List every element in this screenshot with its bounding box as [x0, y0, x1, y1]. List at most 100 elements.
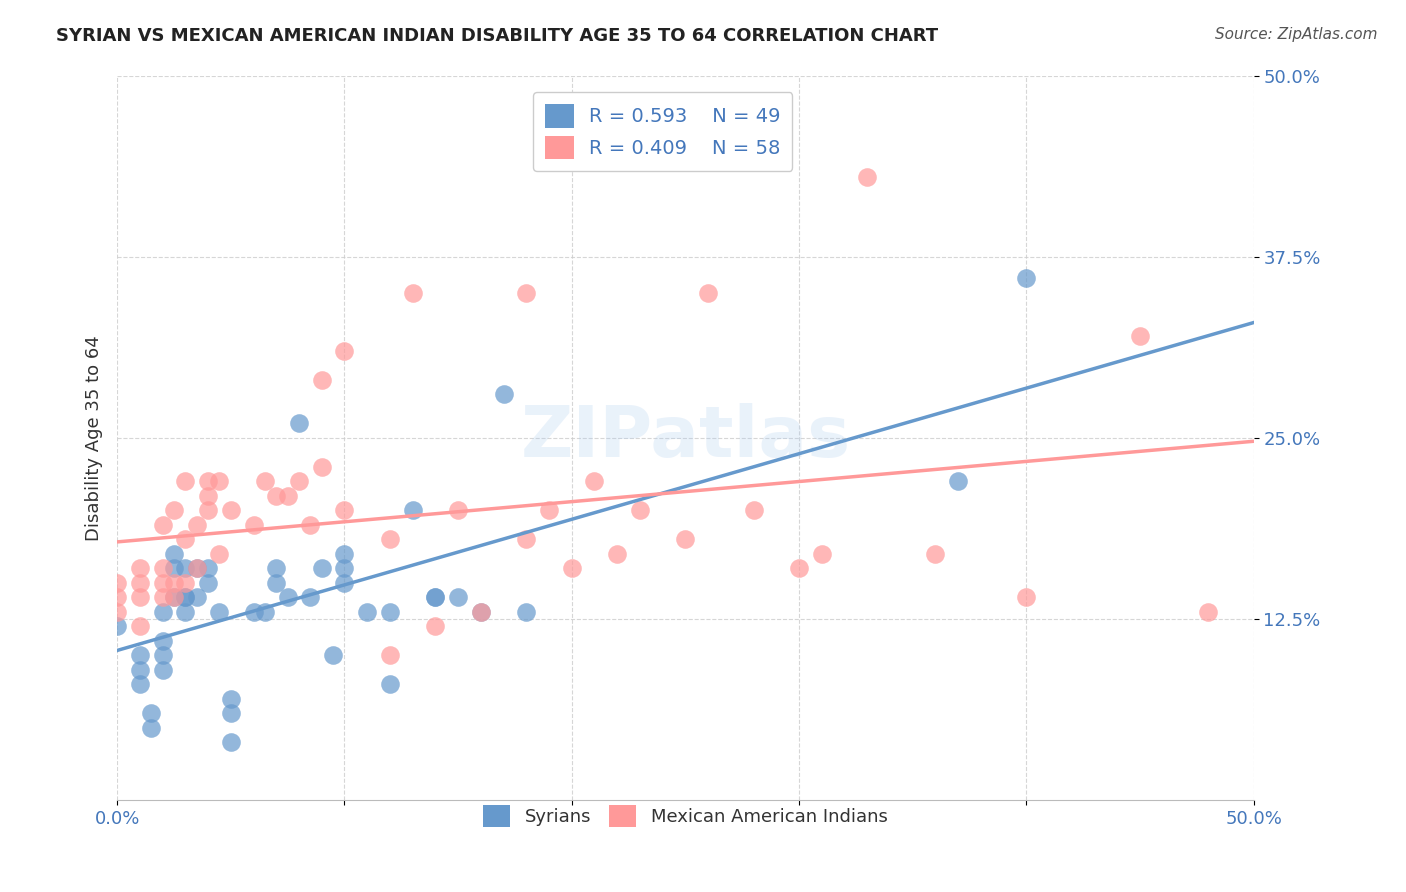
Point [129, 648, 152, 663]
Point [163, 503, 186, 517]
Point [163, 591, 186, 605]
Point [174, 591, 197, 605]
Point [208, 475, 231, 489]
Point [311, 459, 333, 474]
Point [1015, 591, 1038, 605]
Point [129, 677, 152, 691]
Point [447, 503, 470, 517]
Point [311, 561, 333, 575]
Point [924, 547, 946, 561]
Point [174, 591, 197, 605]
Point [253, 475, 276, 489]
Point [492, 387, 515, 401]
Point [219, 735, 242, 749]
Point [174, 561, 197, 575]
Point [219, 706, 242, 721]
Point [174, 605, 197, 619]
Point [242, 517, 264, 532]
Point [333, 561, 356, 575]
Point [333, 547, 356, 561]
Point [208, 605, 231, 619]
Point [242, 605, 264, 619]
Point [628, 503, 651, 517]
Point [163, 561, 186, 575]
Point [152, 575, 174, 590]
Point [152, 663, 174, 677]
Point [333, 575, 356, 590]
Point [197, 503, 219, 517]
Point [288, 417, 311, 431]
Point [673, 533, 696, 547]
Point [537, 503, 560, 517]
Point [583, 475, 606, 489]
Point [277, 591, 299, 605]
Point [141, 721, 163, 735]
Point [515, 533, 537, 547]
Point [152, 648, 174, 663]
Point [787, 561, 810, 575]
Point [197, 475, 219, 489]
Point [152, 517, 174, 532]
Point [1015, 271, 1038, 285]
Point [946, 475, 969, 489]
Point [129, 663, 152, 677]
Point [277, 489, 299, 503]
Point [447, 591, 470, 605]
Point [152, 633, 174, 648]
Point [174, 533, 197, 547]
Point [378, 648, 401, 663]
Point [186, 561, 208, 575]
Point [105, 591, 128, 605]
Point [266, 575, 288, 590]
Point [105, 575, 128, 590]
Point [163, 591, 186, 605]
Point [129, 575, 152, 590]
Point [810, 547, 832, 561]
Point [288, 475, 311, 489]
Point [186, 517, 208, 532]
Point [197, 575, 219, 590]
Point [697, 285, 720, 300]
Point [606, 547, 628, 561]
Point [311, 373, 333, 387]
Point [253, 605, 276, 619]
Point [561, 561, 583, 575]
Point [219, 503, 242, 517]
Point [152, 605, 174, 619]
Point [163, 575, 186, 590]
Point [174, 575, 197, 590]
Point [299, 517, 322, 532]
Point [152, 591, 174, 605]
Point [333, 343, 356, 358]
Point [197, 489, 219, 503]
Text: ZIPatlas: ZIPatlas [520, 403, 851, 473]
Point [322, 648, 344, 663]
Point [742, 503, 765, 517]
Point [219, 691, 242, 706]
Point [401, 503, 423, 517]
Point [197, 561, 219, 575]
Point [425, 591, 447, 605]
Point [152, 561, 174, 575]
Point [470, 605, 492, 619]
Point [105, 605, 128, 619]
Point [129, 561, 152, 575]
Point [425, 591, 447, 605]
Text: Source: ZipAtlas.com: Source: ZipAtlas.com [1215, 27, 1378, 42]
Point [186, 561, 208, 575]
Point [378, 677, 401, 691]
Point [105, 619, 128, 633]
Point [401, 285, 423, 300]
Point [266, 561, 288, 575]
Point [129, 591, 152, 605]
Point [515, 285, 537, 300]
Point [299, 591, 322, 605]
Y-axis label: Disability Age 35 to 64: Disability Age 35 to 64 [86, 335, 103, 541]
Point [208, 547, 231, 561]
Point [1129, 329, 1152, 343]
Point [515, 605, 537, 619]
Point [129, 619, 152, 633]
Point [1197, 605, 1219, 619]
Point [174, 475, 197, 489]
Point [378, 605, 401, 619]
